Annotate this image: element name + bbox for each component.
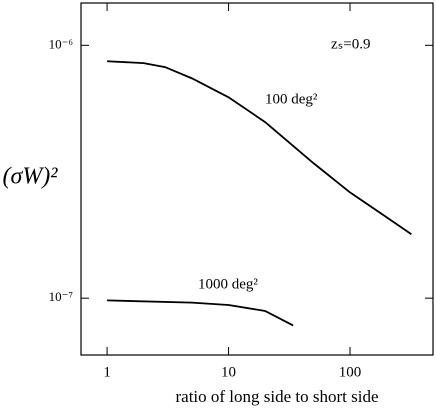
plot-frame xyxy=(80,2,434,356)
series-label: 1000 deg² xyxy=(198,276,258,292)
x-axis-label: ratio of long side to short side xyxy=(175,387,378,406)
y-tick-label: 10⁻⁷ xyxy=(49,289,73,304)
x-tick-label: 10 xyxy=(221,364,236,380)
y-tick-label: 10⁻⁶ xyxy=(49,36,73,51)
data-line xyxy=(107,299,294,327)
y-axis-label: (σW)² xyxy=(2,164,58,190)
x-tick-label: 1 xyxy=(103,364,111,380)
series-label: 100 deg² xyxy=(265,91,318,107)
x-tick-label: 100 xyxy=(339,364,362,380)
data-line xyxy=(107,60,412,235)
annotation: zₛ=0.9 xyxy=(331,36,370,52)
